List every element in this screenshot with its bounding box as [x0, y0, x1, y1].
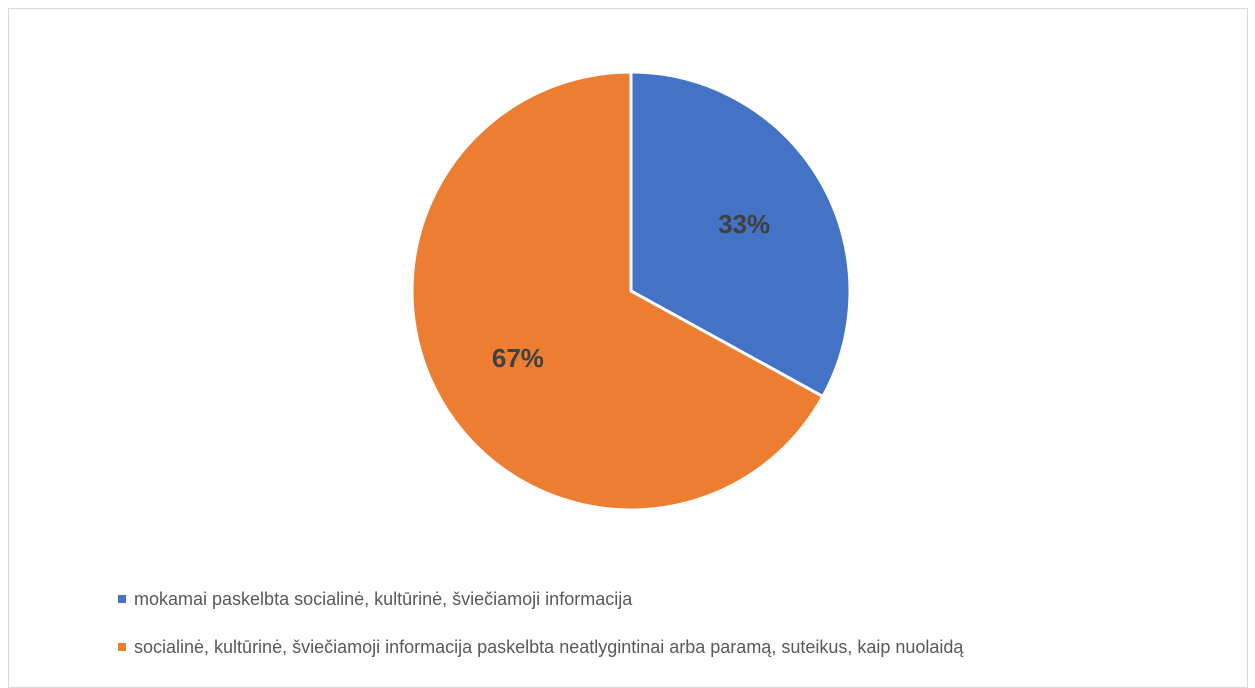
- legend-item-0: mokamai paskelbta socialinė, kultūrinė, …: [118, 588, 963, 610]
- pie-chart: 33% 67%: [410, 70, 852, 512]
- legend-swatch-1: [118, 643, 126, 651]
- pie-slice-1: [410, 70, 825, 512]
- legend-label-1: socialinė, kultūrinė, šviečiamoji inform…: [134, 636, 964, 657]
- data-label-1: 67%: [492, 343, 544, 373]
- legend-swatch-0: [118, 595, 126, 603]
- pie-slice-0: [629, 70, 852, 399]
- legend-item-1: socialinė, kultūrinė, šviečiamoji inform…: [118, 636, 963, 658]
- legend: mokamai paskelbta socialinė, kultūrinė, …: [118, 588, 963, 684]
- legend-label-0: mokamai paskelbta socialinė, kultūrinė, …: [134, 588, 633, 609]
- data-label-0: 33%: [718, 209, 770, 239]
